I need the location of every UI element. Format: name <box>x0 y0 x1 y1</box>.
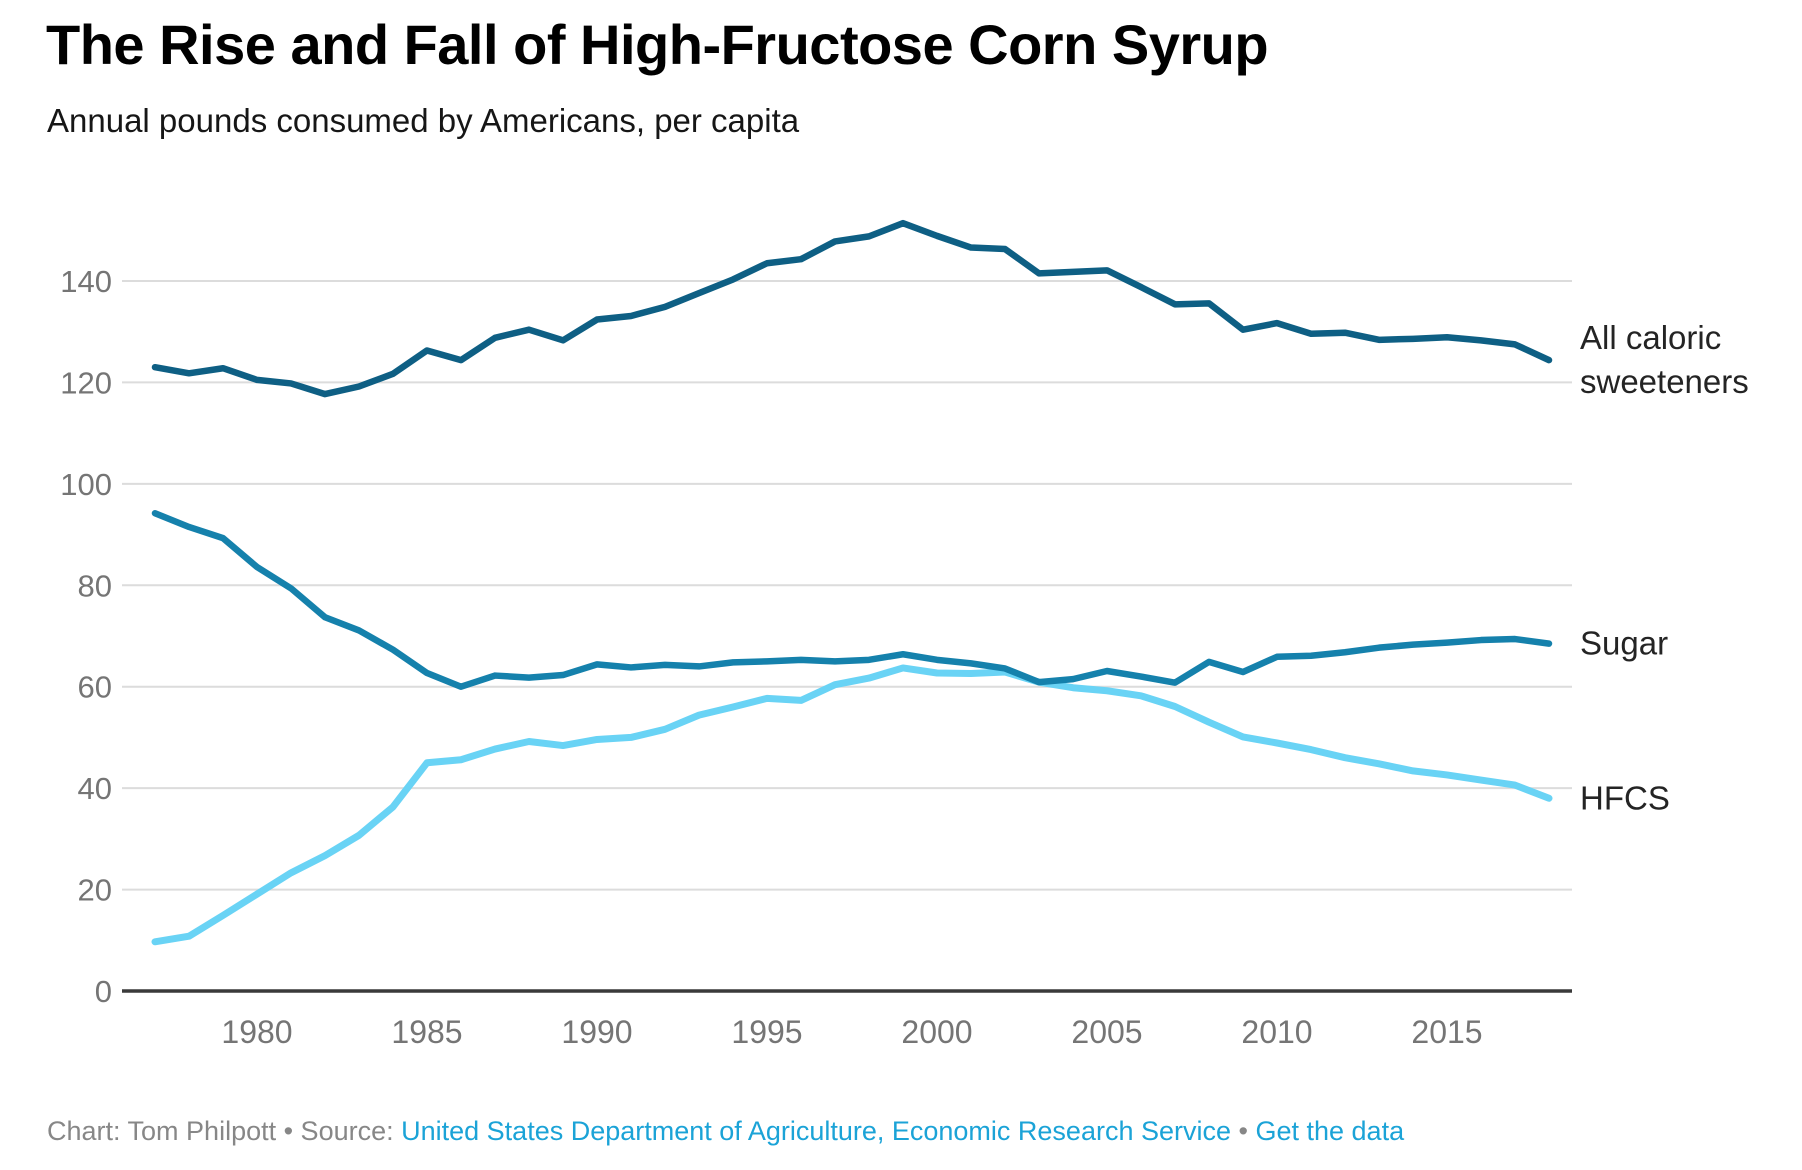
y-axis-label: 40 <box>78 771 112 806</box>
footer-separator: • <box>1231 1116 1256 1146</box>
series-label-all-caloric-sweeteners: sweeteners <box>1580 363 1749 400</box>
x-axis-label: 2015 <box>1411 1014 1482 1050</box>
line-chart: 0 20 40 60 80 100 120 140 1980 1985 1990 1995 2000 20… <box>60 219 1749 1050</box>
x-axis-label: 2005 <box>1071 1014 1142 1050</box>
footer-credit-text: Chart: Tom Philpott • Source: <box>47 1116 402 1146</box>
x-axis-label: 1995 <box>731 1014 802 1050</box>
series-line-hfcs <box>151 664 1553 946</box>
get-the-data-link[interactable]: Get the data <box>1255 1116 1405 1146</box>
x-axis-label: 2000 <box>901 1014 972 1050</box>
x-axis-label: 2010 <box>1241 1014 1312 1050</box>
series-line-all-caloric-sweeteners <box>151 219 1553 398</box>
source-link[interactable]: United States Department of Agriculture,… <box>401 1116 1232 1146</box>
series-label-all-caloric-sweeteners: All caloric <box>1580 319 1721 356</box>
y-axis-label: 20 <box>78 873 112 908</box>
y-axis-label: 140 <box>60 264 112 299</box>
series-label-hfcs: HFCS <box>1580 779 1670 816</box>
x-axis-label: 1990 <box>561 1014 632 1050</box>
y-axis-label: 0 <box>95 974 112 1009</box>
page-title: The Rise and Fall of High-Fructose Corn … <box>46 13 1269 76</box>
series-line-sugar <box>151 510 1553 690</box>
chart-subtitle: Annual pounds consumed by Americans, per… <box>47 102 800 139</box>
attribution-footer: Chart: Tom Philpott • Source: United Sta… <box>47 1116 1404 1147</box>
x-axis-label: 1985 <box>391 1014 462 1050</box>
y-axis-label: 80 <box>78 568 112 603</box>
y-axis-label: 100 <box>60 467 112 502</box>
y-axis-label: 120 <box>60 365 112 400</box>
series-label-sugar: Sugar <box>1580 625 1668 662</box>
x-axis-label: 1980 <box>221 1014 292 1050</box>
y-axis-label: 60 <box>78 670 112 705</box>
